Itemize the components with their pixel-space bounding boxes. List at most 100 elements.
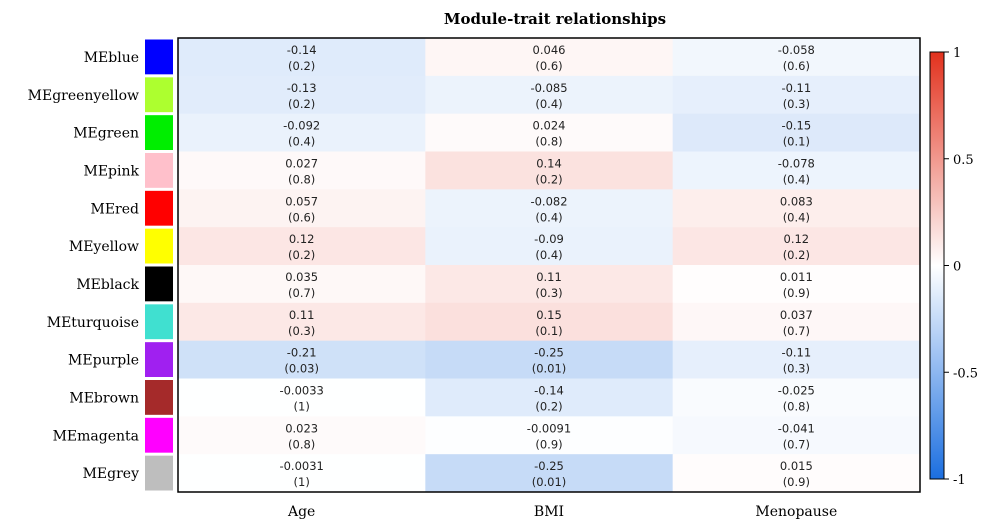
cell-correlation-label: 0.024	[533, 119, 566, 133]
chart-title: Module-trait relationships	[444, 10, 666, 28]
cell-correlation-label: 0.011	[780, 270, 813, 284]
cell-correlation-label: -0.0091	[527, 421, 571, 435]
heatmap-cell	[178, 151, 426, 190]
cell-pvalue-label: (0.9)	[783, 475, 810, 489]
cell-pvalue-label: (0.6)	[288, 210, 315, 224]
heatmap-cell	[425, 454, 674, 493]
heatmap-cell	[672, 38, 921, 77]
heatmap-cell	[425, 378, 674, 417]
module-swatch-MEmagenta	[145, 417, 173, 453]
cell-correlation-label: -0.09	[534, 232, 564, 246]
heatmap-cell	[178, 302, 426, 342]
cell-pvalue-label: (0.9)	[535, 437, 562, 451]
module-swatch-MEgrey	[145, 455, 173, 491]
module-swatch-MEyellow	[145, 228, 173, 264]
column-label-age: Age	[287, 504, 315, 520]
column-label-menopause: Menopause	[755, 504, 837, 520]
cell-pvalue-label: (0.4)	[535, 97, 562, 111]
heatmap-cell	[672, 340, 921, 379]
cell-correlation-label: 0.037	[780, 308, 813, 322]
cell-pvalue-label: (0.2)	[288, 248, 315, 262]
heatmap-cell	[425, 38, 674, 77]
cell-pvalue-label: (0.4)	[783, 172, 810, 186]
heatmap-cell	[672, 151, 921, 190]
cell-correlation-label: 0.15	[536, 308, 562, 322]
cell-pvalue-label: (0.8)	[535, 135, 562, 149]
cell-correlation-label: -0.25	[534, 346, 564, 360]
heatmap-cell	[672, 189, 921, 228]
cell-pvalue-label: (0.4)	[783, 210, 810, 224]
cell-correlation-label: 0.046	[533, 43, 566, 57]
cell-correlation-label: -0.14	[287, 43, 317, 57]
heatmap-cell	[178, 416, 426, 455]
cell-correlation-label: -0.092	[283, 119, 320, 133]
heatmap-cell	[425, 265, 674, 304]
module-color-swatches	[145, 39, 173, 491]
heatmap-cell	[672, 378, 921, 417]
heatmap-cell	[672, 454, 921, 493]
colorbar-tick-label: -0.5	[953, 366, 978, 381]
cell-pvalue-label: (0.7)	[288, 286, 315, 300]
column-label-bmi: BMI	[534, 504, 564, 520]
cell-pvalue-label: (1)	[294, 399, 310, 413]
cell-correlation-label: 0.023	[285, 421, 318, 435]
heatmap-cells	[178, 38, 921, 493]
module-swatch-MEred	[145, 190, 173, 226]
cell-correlation-label: -0.11	[781, 81, 811, 95]
cell-correlation-label: 0.11	[289, 308, 315, 322]
cell-pvalue-label: (0.3)	[535, 286, 562, 300]
cell-correlation-label: -0.0031	[279, 459, 323, 473]
heatmap-cell-labels: -0.14 (0.2) 0.046 (0.6) -0.058 (0.6) -0.13 (0.2…	[279, 43, 814, 489]
cell-correlation-label: -0.14	[534, 383, 564, 397]
cell-pvalue-label: (0.2)	[288, 59, 315, 73]
cell-pvalue-label: (0.8)	[288, 437, 315, 451]
colorbar-tick-label: 1	[953, 46, 961, 61]
heatmap-cell	[672, 113, 921, 152]
module-swatch-MEturquoise	[145, 304, 173, 340]
cell-correlation-label: 0.015	[780, 459, 813, 473]
row-label-MEgrey: MEgrey	[83, 466, 139, 482]
colorbar-tick-label: 0.5	[953, 153, 974, 168]
cell-pvalue-label: (0.9)	[783, 286, 810, 300]
row-label-MEturquoise: MEturquoise	[47, 315, 139, 331]
heatmap-cell	[178, 38, 426, 77]
cell-pvalue-label: (0.7)	[783, 324, 810, 338]
colorbar	[929, 51, 945, 480]
cell-correlation-label: -0.0033	[279, 383, 323, 397]
heatmap-cell	[672, 302, 921, 342]
module-swatch-MEpink	[145, 153, 173, 188]
cell-correlation-label: -0.085	[530, 81, 567, 95]
cell-correlation-label: -0.041	[778, 421, 815, 435]
cell-pvalue-label: (0.01)	[532, 362, 567, 376]
cell-correlation-label: 0.057	[285, 194, 318, 208]
heatmap-cell	[672, 265, 921, 304]
cell-pvalue-label: (0.3)	[783, 97, 810, 111]
row-label-MEyellow: MEyellow	[69, 239, 139, 255]
cell-correlation-label: 0.14	[536, 156, 562, 170]
heatmap-cell	[178, 227, 426, 266]
row-label-MEpink: MEpink	[84, 163, 140, 179]
module-swatch-MEbrown	[145, 380, 173, 415]
cell-correlation-label: 0.083	[780, 194, 813, 208]
cell-pvalue-label: (0.3)	[288, 324, 315, 338]
cell-pvalue-label: (0.2)	[535, 172, 562, 186]
cell-pvalue-label: (0.01)	[532, 475, 567, 489]
heatmap-frame	[177, 37, 921, 493]
row-label-MEgreenyellow: MEgreenyellow	[28, 88, 139, 104]
heatmap-cell	[425, 416, 674, 455]
row-label-MEbrown: MEbrown	[69, 390, 139, 406]
colorbar-tick-label: -1	[953, 473, 966, 488]
heatmap-cell	[178, 189, 426, 228]
cell-pvalue-label: (0.4)	[535, 248, 562, 262]
cell-pvalue-label: (0.2)	[535, 399, 562, 413]
heatmap-cell	[672, 227, 921, 266]
module-swatch-MEgreenyellow	[145, 77, 173, 113]
cell-correlation-label: -0.078	[778, 156, 815, 170]
cell-pvalue-label: (0.1)	[535, 324, 562, 338]
cell-pvalue-label: (0.8)	[783, 399, 810, 413]
heatmap-cell	[178, 75, 426, 115]
heatmap-cell	[425, 151, 674, 190]
heatmap-cell	[425, 227, 674, 266]
cell-correlation-label: 0.035	[285, 270, 318, 284]
